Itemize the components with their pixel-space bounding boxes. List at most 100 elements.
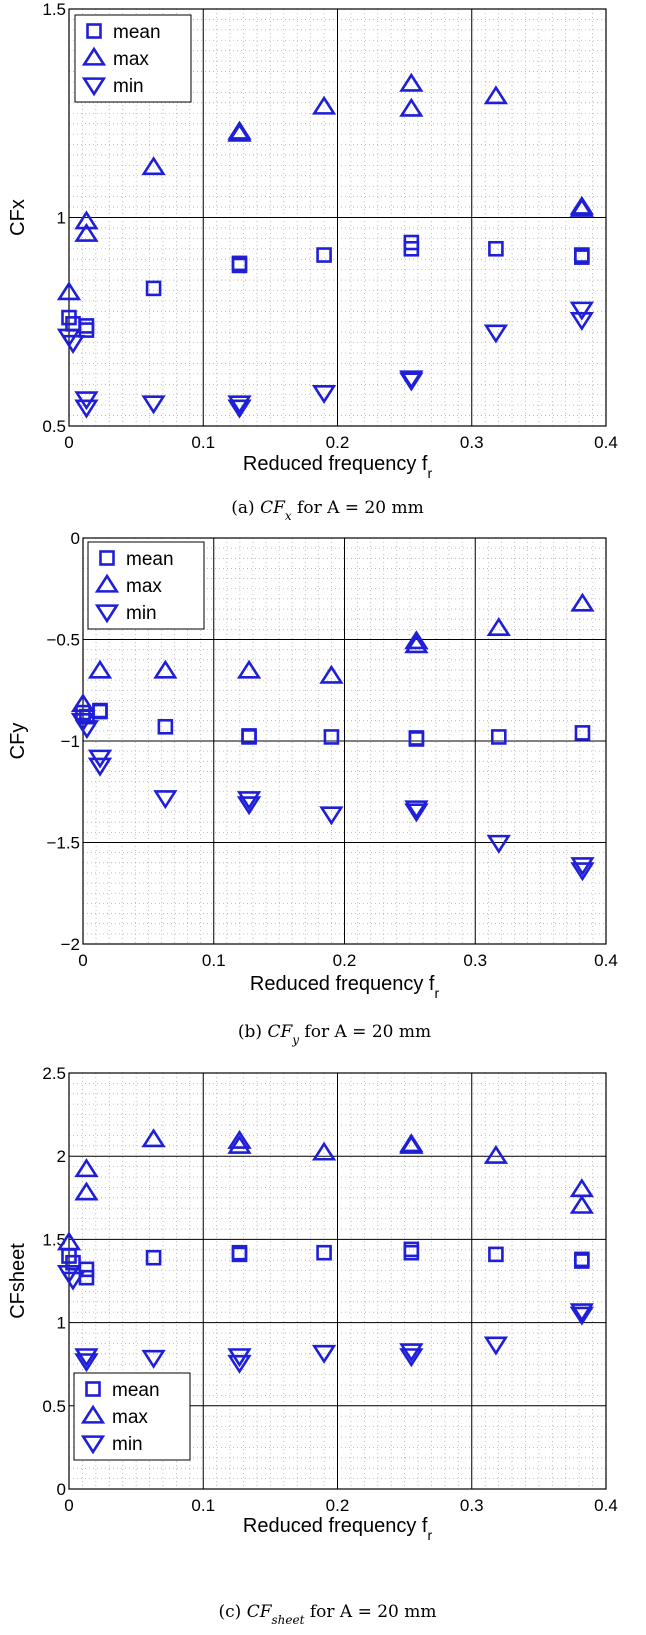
legend-box: [73, 1372, 191, 1461]
max-point: [319, 664, 344, 684]
x-axis-label: Reduced frequency fr: [250, 973, 440, 1001]
figure-caption: (c) CFsheet for A = 20 mm: [218, 1602, 436, 1627]
mean-point: [316, 1244, 332, 1261]
caption-part: y: [291, 1033, 299, 1047]
legend-label-mean: mean: [113, 22, 161, 43]
legend-marker-mean: [86, 23, 102, 39]
series-max: [56, 1128, 594, 1251]
x-tick-label: 0.2: [333, 951, 357, 970]
max-point: [87, 659, 113, 679]
mean-point: [145, 280, 162, 297]
min-point: [319, 806, 344, 826]
max-point: [399, 72, 424, 92]
min-point: [483, 1336, 509, 1356]
min-point: [141, 395, 166, 415]
legend: mean max min: [73, 1372, 191, 1461]
plot-frame: [68, 8, 607, 427]
min-point: [87, 757, 113, 777]
mean-point: [241, 729, 257, 745]
y-tick-label: −1.5: [46, 834, 80, 853]
min-point: [404, 803, 429, 823]
x-tick-label: 0: [64, 1496, 73, 1515]
x-tick-label: 0.3: [460, 1496, 484, 1515]
mean-point: [574, 1253, 590, 1269]
y-axis-label: CFx: [7, 199, 29, 236]
x-axis-label: Reduced frequency fr: [243, 453, 433, 481]
min-point: [569, 1303, 594, 1323]
y-tick-label: 2.5: [42, 1064, 66, 1083]
max-point: [486, 616, 511, 637]
max-point: [227, 122, 252, 142]
x-tick-label: 0.2: [326, 433, 350, 452]
caption-part: x: [285, 509, 292, 523]
mean-point: [145, 1249, 162, 1266]
y-tick-label: 1.5: [42, 1230, 66, 1249]
major-grid: [69, 9, 606, 426]
series-min: [70, 713, 595, 882]
min-point: [399, 1343, 424, 1363]
legend-label-min: min: [113, 76, 144, 97]
min-point: [569, 311, 594, 332]
major-grid: [83, 538, 606, 944]
x-axis-label-subscript: r: [434, 985, 439, 1001]
min-point: [399, 1348, 424, 1368]
min-point: [141, 1349, 166, 1369]
legend-label-mean: mean: [112, 1380, 160, 1401]
mean-point: [316, 247, 332, 263]
max-point: [74, 1158, 99, 1178]
mean-point: [408, 731, 425, 747]
caption-part: (c): [218, 1602, 246, 1622]
y-tick-label: 0.5: [42, 1397, 66, 1416]
min-point: [74, 720, 100, 740]
y-tick-label: 1.5: [42, 0, 66, 19]
min-point: [483, 324, 509, 344]
x-tick-label: 0: [78, 951, 87, 970]
mean-point: [75, 704, 91, 721]
legend-box: [74, 14, 192, 103]
caption-part: for A = 20 mm: [292, 498, 424, 518]
y-tick-label: 1: [57, 209, 66, 228]
max-point: [311, 1141, 337, 1161]
figure-caption: (a) CFx for A = 20 mm: [231, 498, 423, 523]
max-point: [74, 1181, 99, 1201]
x-tick-label: 0.1: [202, 951, 226, 970]
y-tick-label: 0: [57, 1480, 66, 1499]
min-point: [227, 395, 252, 415]
mean-point: [403, 1244, 420, 1261]
min-point: [74, 1348, 99, 1368]
y-tick-label: −0.5: [46, 631, 80, 650]
min-point: [74, 1353, 99, 1373]
min-point: [236, 791, 262, 811]
legend-box: [87, 541, 205, 630]
x-tick-label: 0.4: [594, 1496, 618, 1515]
max-point: [483, 85, 509, 105]
caption-part: CF: [247, 1602, 273, 1622]
min-point: [399, 372, 424, 392]
max-point: [141, 1128, 166, 1148]
min-point: [569, 1306, 594, 1326]
mean-point: [488, 240, 504, 257]
mean-point: [490, 729, 507, 745]
max-point: [399, 97, 424, 117]
legend-marker-mean: [99, 550, 115, 566]
max-point: [404, 630, 429, 650]
x-tick-label: 0.1: [191, 1496, 215, 1515]
caption-part: sheet: [272, 1613, 305, 1627]
legend-marker-max: [94, 573, 120, 593]
legend-marker-min: [81, 77, 107, 97]
x-axis-label-subscript: r: [427, 1527, 432, 1543]
mean-point: [574, 725, 591, 741]
x-axis-label: Reduced frequency fr: [243, 1515, 433, 1543]
major-grid: [69, 1073, 606, 1489]
legend-label-min: min: [126, 603, 157, 624]
max-point: [236, 659, 262, 679]
min-point: [60, 1271, 86, 1291]
plot-frame: [82, 537, 607, 945]
x-tick-label: 0.4: [594, 433, 618, 452]
max-point: [569, 1194, 594, 1214]
min-point: [153, 790, 178, 810]
cfsheet-chart: 0 0.1 0.2 0.3 0.4 0 0.5 1 1.5 2 2.5 Reduced frequen…: [7, 1064, 618, 1627]
max-point: [569, 197, 594, 217]
mean-point: [488, 1246, 504, 1263]
figure-caption: (b) CFy for A = 20 mm: [238, 1022, 431, 1047]
